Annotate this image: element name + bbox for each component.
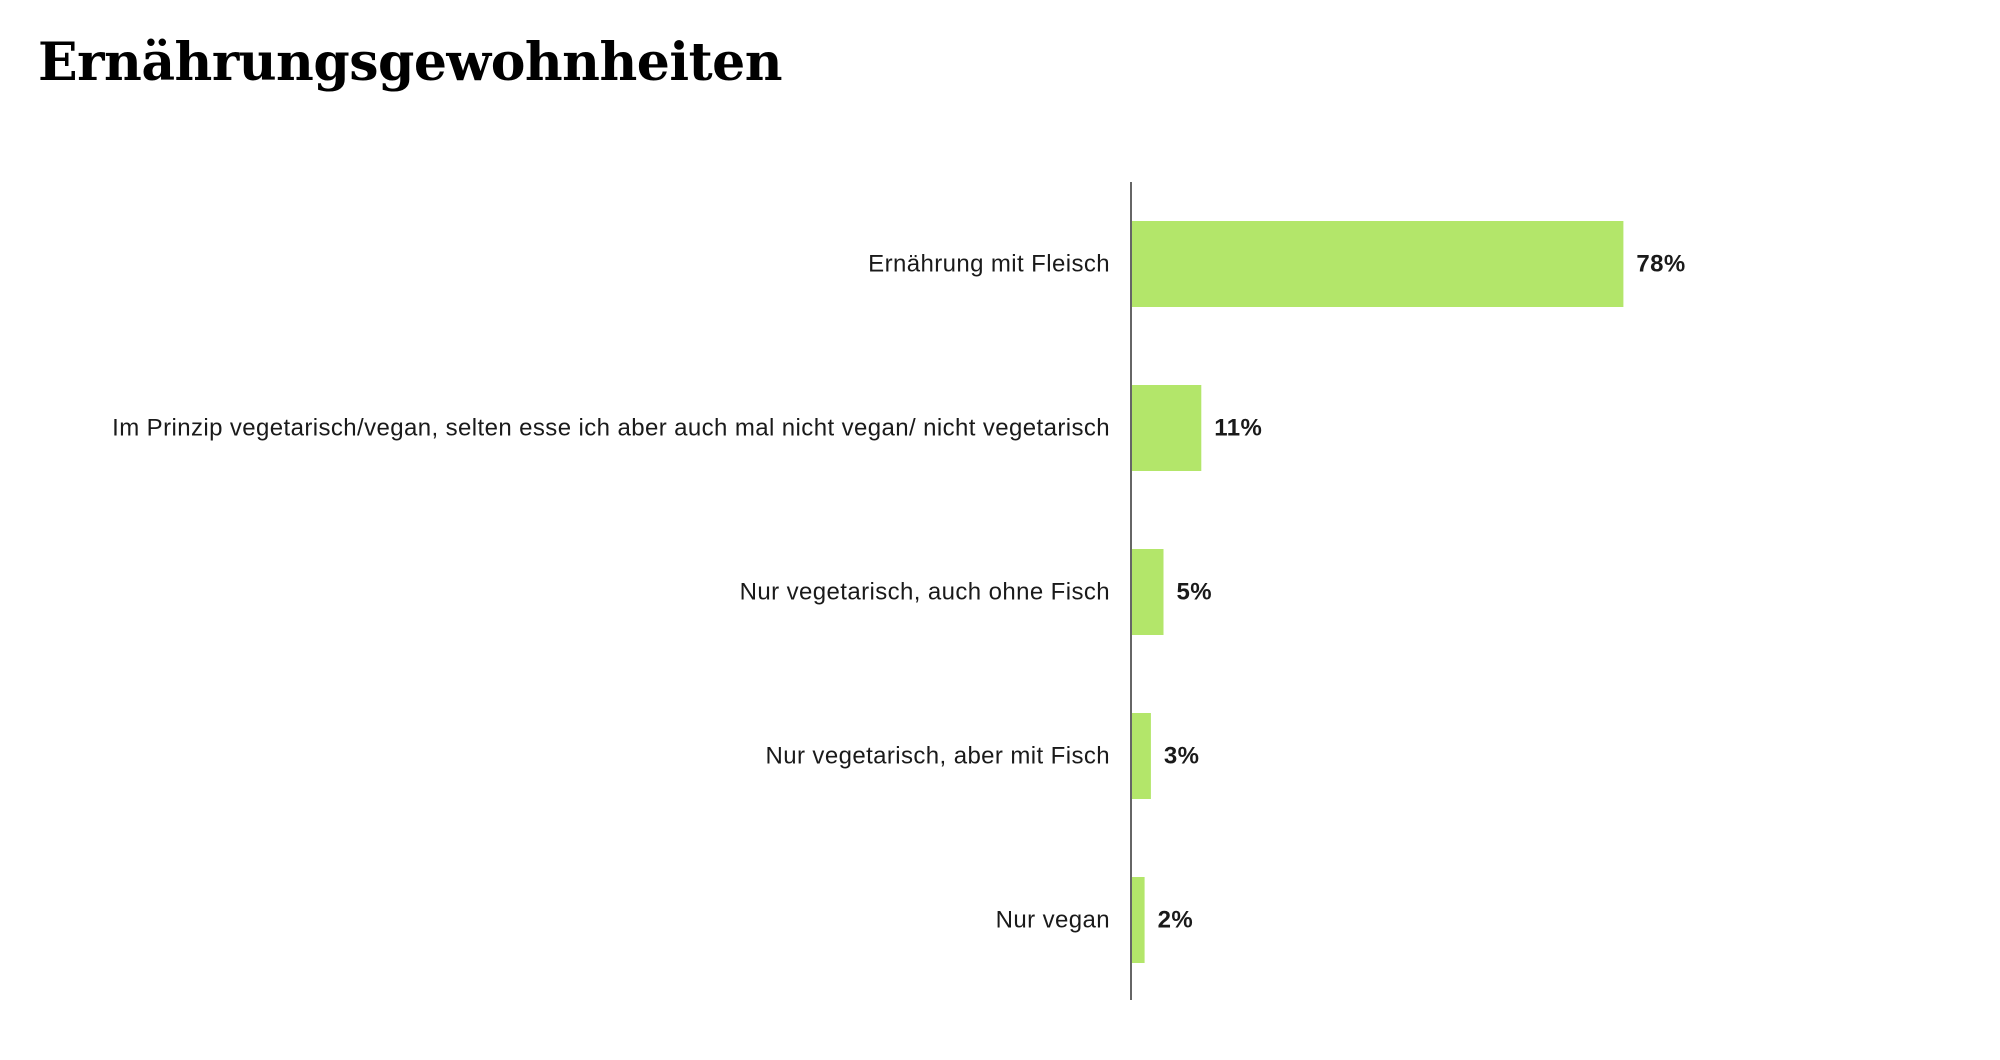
category-label-2: Im Prinzip vegetarisch/vegan, selten ess… [112,415,1110,442]
value-label-1: 78% [1636,251,1685,278]
value-label-2: 11% [1214,415,1262,442]
value-label-3: 5% [1177,579,1213,606]
category-label-4: Nur vegetarisch, aber mit Fisch [765,743,1110,770]
bar-3 [1132,549,1164,635]
bars-layer: Ernährung mit Fleisch 78% Im Prinzip veget… [112,221,1685,963]
category-label-3: Nur vegetarisch, auch ohne Fisch [740,579,1110,606]
bar-1 [1132,221,1624,307]
value-label-5: 2% [1158,907,1194,934]
bar-5 [1132,877,1145,963]
value-label-4: 3% [1164,743,1200,770]
bar-4 [1132,713,1151,799]
category-label-5: Nur vegan [996,907,1110,934]
category-label-1: Ernährung mit Fleisch [868,251,1110,278]
chart-title: Ernährungsgewohnheiten [38,32,783,93]
bar-2 [1132,385,1202,471]
